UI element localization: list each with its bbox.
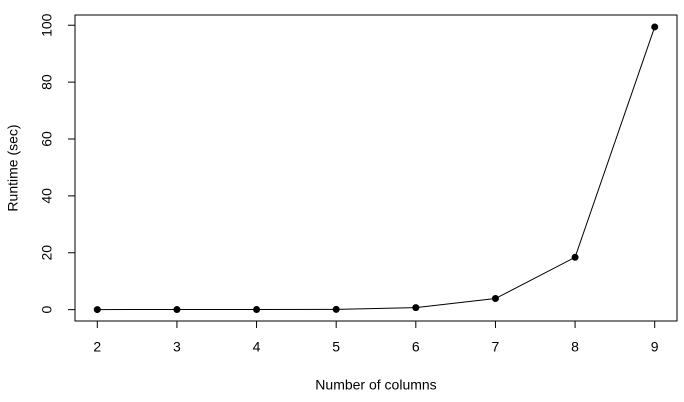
y-tick-label: 0 bbox=[39, 306, 55, 314]
x-tick-label: 8 bbox=[571, 339, 579, 355]
data-point bbox=[491, 295, 499, 303]
x-tick-label: 4 bbox=[253, 339, 261, 355]
x-tick-label: 7 bbox=[492, 339, 500, 355]
data-point bbox=[173, 306, 181, 314]
data-line bbox=[97, 26, 656, 311]
y-tick-label: 40 bbox=[39, 188, 55, 204]
plot-box bbox=[74, 14, 678, 322]
x-tick-label: 2 bbox=[93, 339, 101, 355]
y-tick-label: 20 bbox=[39, 245, 55, 261]
data-point bbox=[332, 305, 340, 313]
y-tick-label: 100 bbox=[39, 13, 55, 37]
data-point bbox=[93, 306, 101, 314]
data-point bbox=[253, 305, 261, 313]
y-tick-label: 60 bbox=[39, 131, 55, 147]
data-point bbox=[412, 304, 420, 312]
data-point bbox=[571, 253, 579, 261]
y-axis-label: Runtime (sec) bbox=[5, 124, 21, 211]
x-tick-label: 5 bbox=[332, 339, 340, 355]
y-tick-label: 80 bbox=[39, 74, 55, 90]
x-axis-label: Number of columns bbox=[315, 377, 436, 393]
x-tick-label: 9 bbox=[651, 339, 659, 355]
data-point bbox=[651, 23, 659, 31]
x-tick-label: 3 bbox=[173, 339, 181, 355]
x-tick-label: 6 bbox=[412, 339, 420, 355]
